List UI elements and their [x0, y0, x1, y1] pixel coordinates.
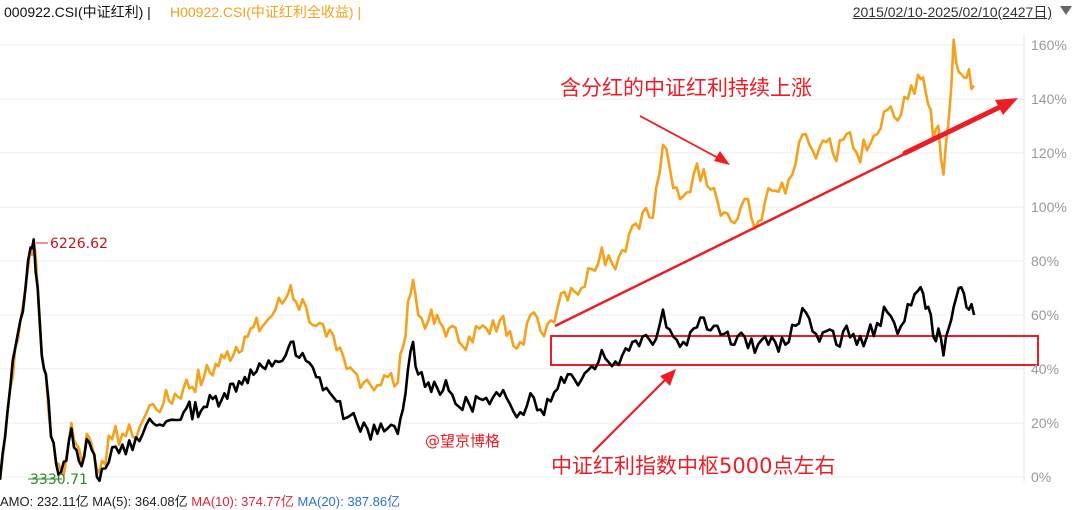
y-tick-label: 120% — [1031, 145, 1067, 161]
y-tick-label: 100% — [1031, 199, 1067, 215]
bottom-callout-arrow — [592, 375, 670, 453]
ma20-value: MA(20): 387.86亿 — [297, 494, 401, 509]
watermark-text: @望京博格 — [425, 432, 500, 450]
y-tick-label: 80% — [1031, 253, 1059, 269]
y-tick-label: 160% — [1031, 37, 1067, 53]
y-tick-label: 40% — [1031, 361, 1059, 377]
min-value-label: 3330.71 — [30, 472, 88, 488]
date-range-selector[interactable]: 2015/02/10-2025/02/10(2427日) — [852, 4, 1052, 20]
top-annotation-text: 含分红的中证红利持续上涨 — [560, 76, 812, 100]
legend-total-return[interactable]: H00922.CSI(中证红利全收益) | — [170, 4, 362, 20]
trend-arrow-head — [995, 98, 1018, 115]
bottom-annotation-text: 中证红利指数中枢5000点左右 — [551, 454, 835, 478]
ma10-value: MA(10): 374.77亿 — [191, 494, 294, 509]
trend-arrow-shaft — [902, 104, 1003, 156]
top-callout-arrowhead — [714, 151, 730, 165]
bottom-callout-arrowhead — [660, 369, 676, 386]
legend-price-index[interactable]: 000922.CSI(中证红利) | — [4, 4, 151, 20]
y-tick-label: 20% — [1031, 415, 1059, 431]
max-value-label: 6226.62 — [50, 236, 108, 252]
chart-area: 160% 140% 120% 100% 80% 60% 40% 20% 0% 含分红的中证红利持续… — [0, 35, 1067, 488]
amo-value: AMO: 232.11亿 — [0, 494, 89, 509]
chevron-down-icon[interactable] — [1060, 6, 1072, 15]
pivot-band-rect — [550, 335, 1039, 366]
footer-stats: AMO: 232.11亿 MA(5): 364.08亿 MA(10): 374.… — [0, 491, 400, 510]
y-tick-label: 0% — [1031, 469, 1051, 485]
series-total-return-line — [0, 38, 976, 480]
top-callout-arrow — [639, 115, 723, 161]
y-tick-label: 60% — [1031, 307, 1059, 323]
ma5-value: MA(5): 364.08亿 — [92, 494, 188, 509]
y-tick-label: 140% — [1031, 91, 1067, 107]
series-price-index-line — [0, 238, 976, 482]
